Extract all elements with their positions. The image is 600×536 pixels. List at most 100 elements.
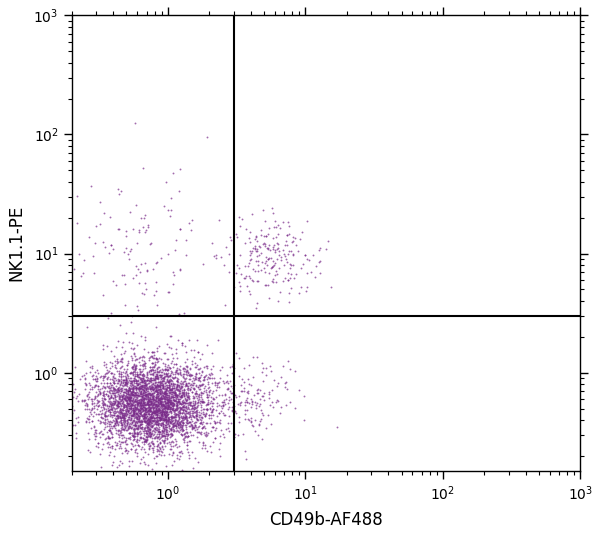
Point <box>191 411 201 420</box>
Point <box>153 415 163 424</box>
Point <box>162 383 172 391</box>
Point <box>143 419 152 427</box>
Point <box>182 419 191 427</box>
Point <box>143 392 152 400</box>
Point <box>152 371 161 380</box>
Point <box>130 375 140 383</box>
Point <box>245 290 255 299</box>
Point <box>116 369 125 378</box>
Point <box>116 416 125 425</box>
Point <box>197 424 206 433</box>
Point <box>245 360 254 369</box>
Point <box>152 387 162 396</box>
Point <box>216 401 226 410</box>
Point <box>161 408 171 416</box>
Point <box>140 448 150 456</box>
Point <box>113 401 122 410</box>
Point <box>92 365 102 374</box>
Point <box>152 415 162 424</box>
Point <box>154 433 163 441</box>
Point <box>148 399 158 408</box>
Point <box>220 301 229 310</box>
Point <box>175 266 185 274</box>
Point <box>243 262 253 270</box>
Point <box>134 358 144 367</box>
Point <box>142 373 152 381</box>
Point <box>119 414 128 422</box>
Point <box>235 413 244 422</box>
Point <box>169 383 178 392</box>
Point <box>248 353 257 361</box>
Point <box>115 444 124 452</box>
Point <box>146 430 156 438</box>
Point <box>151 370 161 378</box>
Point <box>163 396 172 405</box>
Point <box>104 451 114 460</box>
Point <box>159 402 169 411</box>
Point <box>124 396 134 404</box>
Point <box>137 407 146 416</box>
Point <box>129 392 139 401</box>
Point <box>94 402 103 411</box>
Point <box>157 419 166 427</box>
Point <box>224 423 233 432</box>
Point <box>211 393 221 401</box>
Point <box>82 392 92 401</box>
Point <box>161 393 171 401</box>
Point <box>155 398 165 406</box>
Point <box>188 384 198 392</box>
Point <box>98 430 107 438</box>
Point <box>253 277 262 286</box>
Point <box>196 419 205 427</box>
Point <box>119 394 128 403</box>
Point <box>102 375 112 384</box>
Point <box>160 362 170 370</box>
Point <box>173 410 183 419</box>
Point <box>93 398 103 406</box>
Point <box>118 413 128 421</box>
Point <box>123 394 133 403</box>
Point <box>158 407 167 416</box>
Point <box>166 364 175 373</box>
Point <box>169 419 178 428</box>
Point <box>218 430 228 438</box>
Point <box>169 389 178 397</box>
Point <box>176 384 186 393</box>
Point <box>112 387 121 396</box>
Point <box>271 232 280 241</box>
Point <box>143 407 153 415</box>
Point <box>192 399 202 408</box>
Point <box>161 432 170 441</box>
Point <box>160 389 170 397</box>
Point <box>152 401 162 410</box>
Point <box>165 418 175 426</box>
Point <box>133 399 143 407</box>
Point <box>160 384 170 392</box>
Point <box>125 393 135 401</box>
Point <box>151 407 160 416</box>
Point <box>160 403 170 412</box>
Point <box>146 414 156 422</box>
Point <box>115 407 124 415</box>
Point <box>208 407 217 415</box>
Point <box>136 389 146 397</box>
Point <box>122 329 131 337</box>
Point <box>100 384 109 392</box>
Point <box>152 442 162 451</box>
Point <box>223 385 232 393</box>
Point <box>132 398 142 406</box>
Point <box>195 418 205 427</box>
Point <box>188 424 197 433</box>
Point <box>174 397 184 406</box>
Point <box>153 433 163 441</box>
Point <box>89 399 98 407</box>
Point <box>141 428 151 437</box>
Point <box>123 372 133 381</box>
Point <box>146 399 156 407</box>
Point <box>122 397 132 405</box>
Point <box>170 406 180 414</box>
Point <box>146 412 156 421</box>
Point <box>86 410 96 418</box>
Point <box>169 393 179 401</box>
Point <box>181 395 191 404</box>
